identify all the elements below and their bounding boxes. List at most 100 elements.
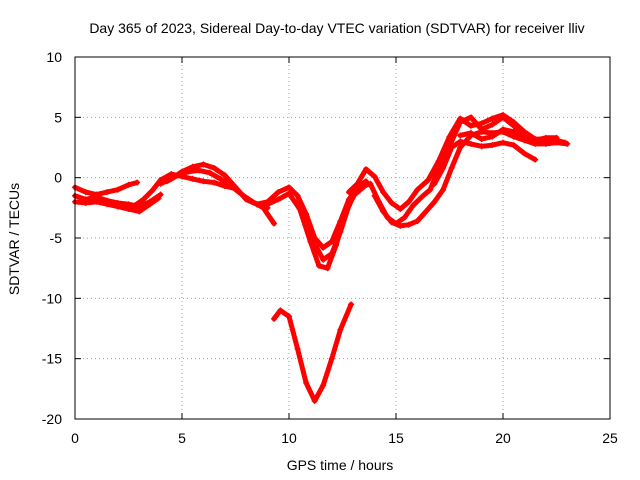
series-arc-m: [371, 128, 571, 229]
data-point: [82, 200, 89, 207]
data-point: [380, 189, 387, 196]
data-point: [467, 140, 474, 147]
data-point: [397, 206, 404, 213]
data-point: [114, 186, 121, 193]
data-point: [397, 222, 404, 229]
data-point: [489, 133, 496, 140]
y-tick-label: -20: [42, 411, 62, 427]
data-point: [345, 196, 352, 203]
data-point: [221, 172, 228, 179]
x-tick-label: 25: [602, 430, 618, 446]
data-point: [440, 165, 447, 172]
data-point: [311, 235, 318, 241]
data-point: [164, 178, 171, 185]
data-point: [414, 218, 421, 225]
ticks: 0 5 10 15 20 25 -20 -15 -10 -5 0 5 10: [42, 49, 618, 446]
data-point: [431, 198, 438, 205]
data-point: [189, 163, 196, 170]
x-tick-label: 15: [388, 430, 404, 446]
y-axis-label: SDTVAR / TECUs: [6, 183, 22, 295]
data-point: [114, 203, 121, 210]
y-tick-label: 10: [46, 49, 62, 65]
data-point: [328, 238, 335, 245]
data-point: [320, 382, 327, 389]
data-point: [401, 214, 408, 221]
data-point: [320, 244, 327, 251]
data-point: [489, 142, 496, 149]
data-point: [542, 140, 549, 147]
data-point: [553, 139, 560, 146]
x-tick-label: 5: [178, 430, 186, 446]
data-point: [93, 191, 100, 198]
data-point: [367, 180, 374, 187]
data-point: [303, 379, 310, 386]
data-point: [380, 208, 387, 215]
data-point: [140, 196, 147, 203]
data-point: [217, 175, 224, 182]
data-point: [448, 165, 455, 172]
data-point: [131, 202, 138, 209]
data-point: [510, 128, 517, 135]
data-point: [363, 166, 370, 173]
data-point: [303, 210, 310, 217]
data-point: [286, 313, 292, 320]
data-point: [104, 201, 111, 208]
data-point: [271, 220, 278, 227]
data-point: [136, 208, 143, 215]
data-point: [206, 169, 213, 176]
data-point: [125, 201, 132, 208]
data-point: [307, 238, 314, 245]
data-point: [294, 346, 301, 353]
y-tick-label: 5: [54, 109, 62, 125]
series-arc-j: [271, 301, 355, 404]
y-tick-label: 0: [54, 170, 62, 186]
data-point: [200, 178, 207, 185]
data-point: [104, 189, 111, 196]
y-tick-label: -15: [42, 351, 62, 367]
data-point: [286, 184, 292, 191]
data-point: [371, 173, 378, 180]
data-point: [467, 130, 474, 137]
data-point: [200, 161, 207, 168]
data-point: [168, 171, 175, 178]
data-point: [431, 180, 438, 187]
data-point: [457, 132, 464, 139]
data-point: [440, 186, 447, 193]
x-tick-label: 10: [281, 430, 297, 446]
data-point: [564, 140, 571, 147]
data-point: [510, 133, 517, 140]
data-point: [422, 208, 429, 215]
data-point: [500, 139, 506, 146]
data-point: [371, 192, 378, 199]
data-point: [260, 204, 267, 211]
data-point: [146, 201, 153, 208]
data-point: [500, 114, 506, 121]
data-point: [478, 128, 485, 135]
data-point: [333, 242, 340, 249]
data-point: [93, 198, 100, 205]
data-point: [189, 175, 196, 182]
data-point: [211, 179, 218, 186]
data-point: [405, 221, 412, 228]
data-point: [345, 189, 352, 196]
data-point: [125, 181, 132, 188]
chart-title: Day 365 of 2023, Sidereal Day-to-day VTE…: [89, 20, 584, 36]
data-point: [414, 186, 421, 193]
data-point: [388, 219, 395, 226]
data-point: [553, 134, 560, 141]
data-point: [457, 138, 464, 145]
data-point: [467, 122, 474, 129]
data-point: [320, 256, 327, 263]
data-point: [418, 193, 425, 200]
data-point: [410, 202, 417, 209]
data-point: [448, 144, 455, 151]
data-point: [275, 196, 282, 203]
data-point: [521, 134, 528, 141]
data-point: [211, 165, 218, 172]
data-point: [315, 262, 322, 269]
data-point: [478, 136, 485, 143]
x-tick-label: 0: [71, 430, 79, 446]
data-point: [354, 180, 361, 187]
data-point: [324, 265, 331, 272]
